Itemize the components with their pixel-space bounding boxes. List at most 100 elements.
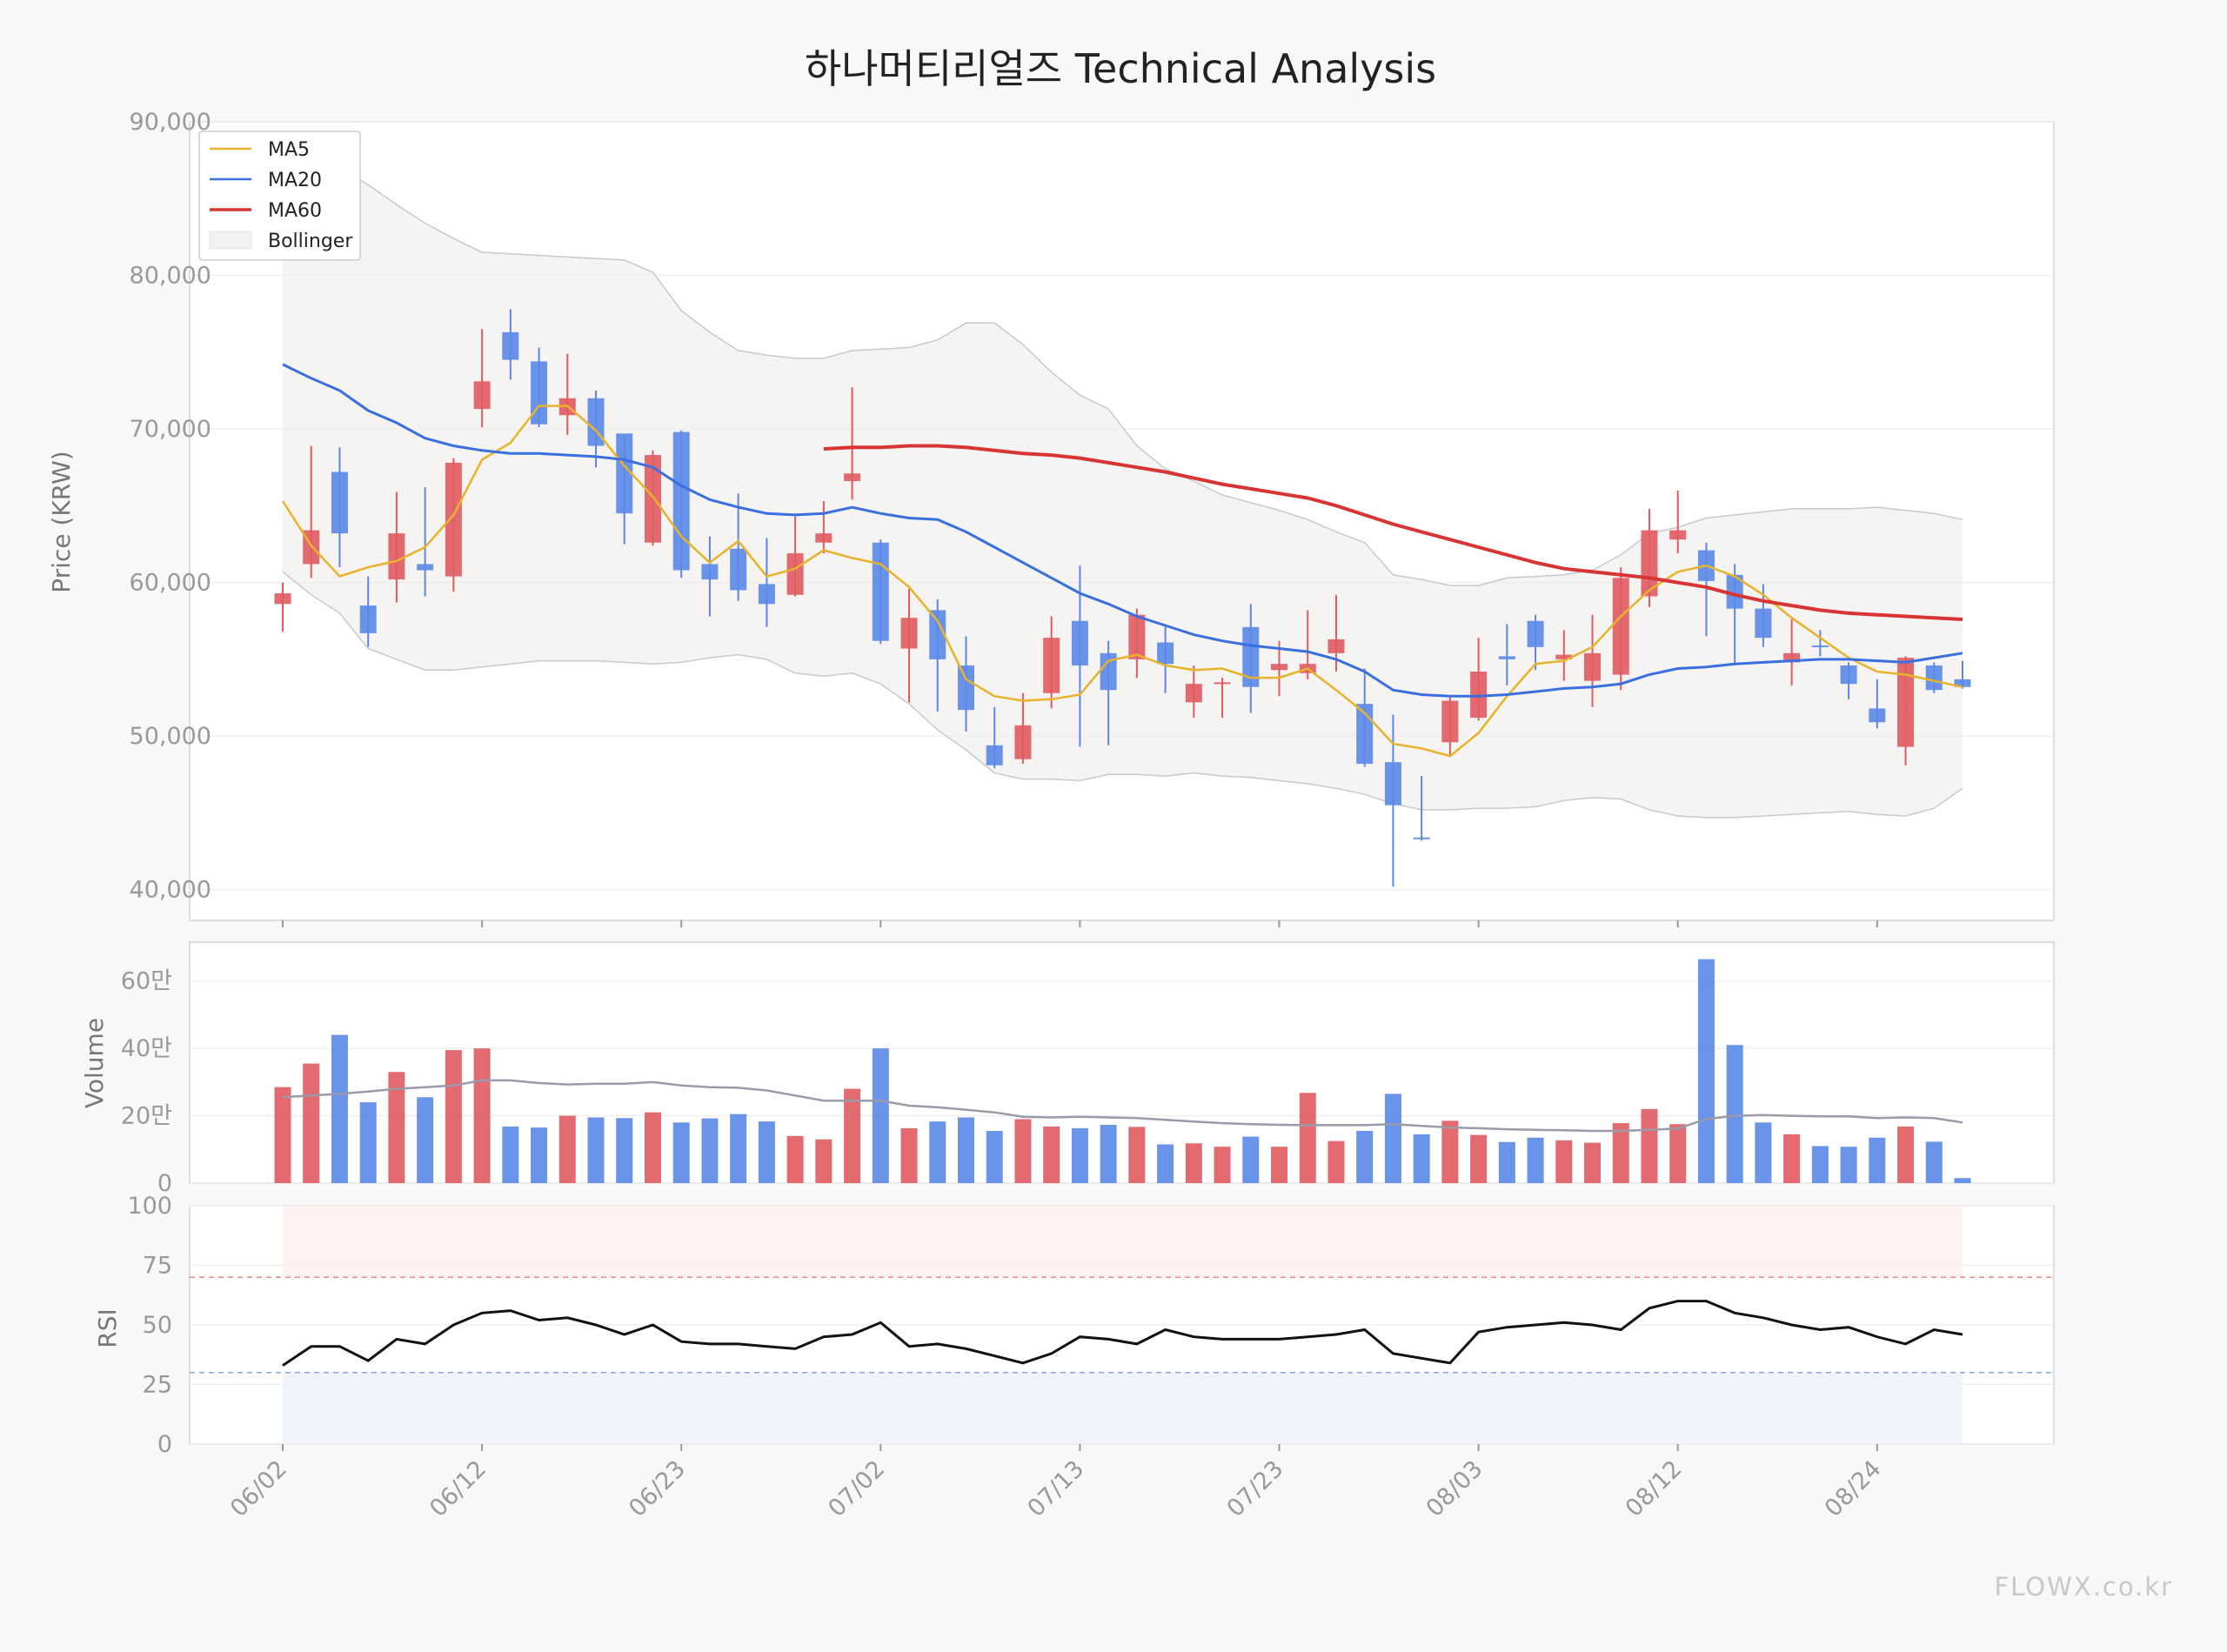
- x-tick-label: 07/02: [823, 1455, 890, 1522]
- ma60-line: [823, 444, 1963, 621]
- candle-body: [1242, 626, 1260, 687]
- volume-bar: [872, 1048, 889, 1183]
- volume-bar: [1014, 1119, 1032, 1183]
- candle-body: [1328, 639, 1345, 653]
- candle-body: [1925, 665, 1943, 691]
- candle-body: [417, 564, 434, 571]
- candle-body: [616, 433, 633, 514]
- volume-bar: [1697, 959, 1715, 1183]
- candle-body: [758, 584, 775, 605]
- candle-body: [1100, 652, 1117, 691]
- volume-bar: [1555, 1140, 1573, 1183]
- candle-body: [1897, 658, 1915, 747]
- candle-body: [1271, 664, 1288, 671]
- volume-bar: [1584, 1142, 1602, 1183]
- volume-bar: [1242, 1136, 1260, 1183]
- price-ytick-label: 40,000: [130, 877, 211, 904]
- rsi-ytick-label: 75: [143, 1253, 172, 1280]
- volume-bar: [1755, 1122, 1772, 1183]
- candle-body: [815, 533, 833, 543]
- legend-ma5-label: MA5: [268, 139, 310, 161]
- volume-bar: [417, 1097, 434, 1183]
- volume-bar: [1669, 1124, 1687, 1183]
- price-ytick-label: 60,000: [130, 570, 211, 597]
- rsi-ytick-label: 50: [143, 1312, 172, 1339]
- candle-body: [1185, 684, 1202, 703]
- volume-bar: [1356, 1130, 1374, 1183]
- volume-ytick-label: 0: [157, 1170, 172, 1197]
- volume-bar: [1271, 1147, 1288, 1183]
- volume-bar: [1612, 1123, 1629, 1183]
- rsi-axis-label: RSI: [93, 1308, 122, 1348]
- candle-body: [274, 592, 291, 605]
- rsi-ytick-label: 0: [157, 1431, 172, 1458]
- volume-ytick-label: 20만: [121, 1103, 172, 1130]
- price-ytick-label: 80,000: [130, 263, 211, 290]
- volume-panel: [189, 941, 2055, 1184]
- volume-bar: [1071, 1127, 1088, 1183]
- candle-body: [1811, 645, 1829, 647]
- volume-bar: [1897, 1126, 1915, 1183]
- bollinger-band: [283, 161, 1963, 818]
- ma20-line: [282, 363, 1963, 698]
- volume-bar: [1100, 1125, 1117, 1183]
- volume-bar: [502, 1126, 519, 1183]
- candle-body: [359, 605, 377, 633]
- rsi-line: [282, 1300, 1963, 1367]
- volume-bar: [1470, 1134, 1488, 1183]
- watermark: FLOWX.co.kr: [1994, 1572, 2173, 1602]
- candle-body: [1413, 837, 1430, 839]
- candle-body: [1498, 656, 1515, 659]
- volume-bar: [786, 1135, 804, 1183]
- volume-bar: [303, 1063, 320, 1183]
- volume-bar: [900, 1127, 918, 1183]
- volume-bar: [473, 1048, 491, 1183]
- volume-bar: [331, 1034, 348, 1183]
- price-ytick-label: 50,000: [130, 723, 211, 750]
- volume-bar: [1328, 1140, 1345, 1183]
- volume-bar: [957, 1117, 974, 1183]
- candle-body: [786, 553, 804, 595]
- volume-bar: [1498, 1141, 1515, 1183]
- volume-ytick-label: 60만: [121, 968, 172, 995]
- volume-bar: [531, 1127, 548, 1183]
- bollinger-upper-line: [282, 161, 1963, 586]
- candle-body: [1555, 654, 1573, 659]
- volume-bar: [1811, 1146, 1829, 1183]
- volume-axis-label: Volume: [80, 1018, 109, 1108]
- candle-body: [730, 548, 747, 591]
- candle-body: [1214, 682, 1231, 685]
- chart-title: 하나머티리얼즈 Technical Analysis: [805, 45, 1436, 92]
- candle-body: [844, 473, 861, 482]
- candle-body: [531, 361, 548, 425]
- volume-bar: [1043, 1126, 1060, 1183]
- candle-body: [929, 610, 946, 659]
- candle-body: [1157, 642, 1174, 665]
- candle-body: [1612, 578, 1629, 675]
- volume-bar: [986, 1130, 1003, 1183]
- candle-body: [872, 542, 889, 641]
- x-tick-label: 06/23: [624, 1455, 691, 1522]
- volume-bar: [359, 1102, 377, 1183]
- volume-bar: [1783, 1134, 1801, 1183]
- volume-bar: [1214, 1147, 1231, 1183]
- rsi-layer: [190, 1205, 2054, 1445]
- volume-bar: [815, 1139, 833, 1183]
- candle-body: [1755, 608, 1772, 639]
- volume-bar: [1384, 1094, 1401, 1183]
- candle-body: [957, 665, 974, 711]
- volume-bar: [558, 1115, 576, 1183]
- volume-bar: [929, 1121, 946, 1183]
- volume-bar: [758, 1121, 775, 1183]
- volume-ma-line: [282, 1079, 1963, 1133]
- x-tick-label: 06/02: [225, 1455, 292, 1522]
- legend-bollinger-label: Bollinger: [268, 231, 353, 252]
- price-ytick-label: 70,000: [130, 416, 211, 443]
- candle-body: [1441, 700, 1459, 743]
- volume-bar: [844, 1088, 861, 1183]
- x-tick-label: 07/23: [1222, 1455, 1289, 1522]
- rsi-ytick-label: 100: [127, 1193, 172, 1220]
- candle-body: [1384, 762, 1401, 806]
- legend: MA5 MA20 MA60 Bollinger: [198, 130, 361, 261]
